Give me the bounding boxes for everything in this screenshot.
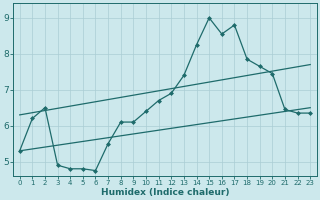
X-axis label: Humidex (Indice chaleur): Humidex (Indice chaleur)	[101, 188, 229, 197]
